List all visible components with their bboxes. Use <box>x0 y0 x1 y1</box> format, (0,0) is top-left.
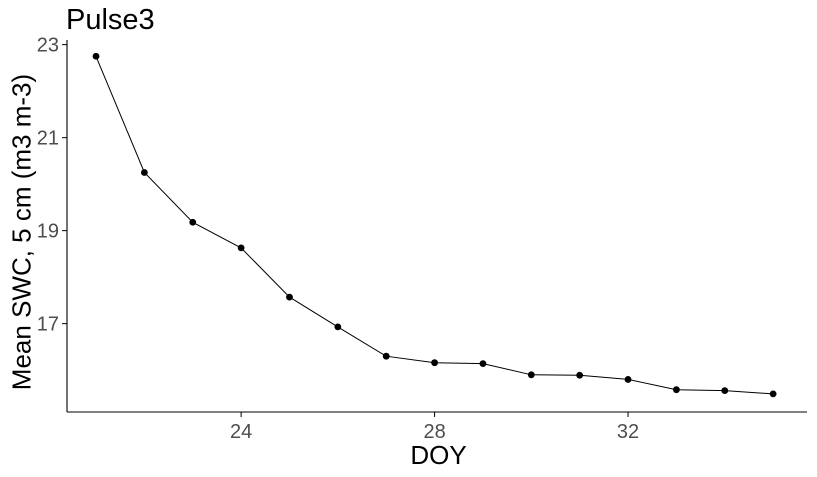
x-axis-title: DOY <box>410 440 467 470</box>
data-point <box>479 360 487 368</box>
data-point <box>237 244 245 252</box>
data-point <box>189 218 197 226</box>
data-point <box>382 352 390 360</box>
data-point <box>527 371 535 379</box>
data-point <box>286 293 293 301</box>
series-line <box>95 56 774 395</box>
y-tick-label: 17 <box>37 314 59 336</box>
y-tick-label: 21 <box>37 128 59 150</box>
x-tick-label: 28 <box>423 421 445 443</box>
data-point <box>140 169 148 176</box>
data-point <box>673 386 680 394</box>
data-point <box>576 371 584 379</box>
data-point <box>721 387 729 395</box>
data-point <box>769 390 777 398</box>
data-point <box>624 376 632 383</box>
data-point <box>334 323 342 331</box>
y-tick-label: 23 <box>37 35 59 57</box>
x-tick-label: 32 <box>617 421 639 443</box>
y-tick-label: 19 <box>37 221 59 243</box>
data-point <box>92 52 100 60</box>
chart-title: Pulse3 <box>66 4 155 36</box>
data-point <box>431 359 438 367</box>
x-tick-label: 24 <box>230 421 252 443</box>
